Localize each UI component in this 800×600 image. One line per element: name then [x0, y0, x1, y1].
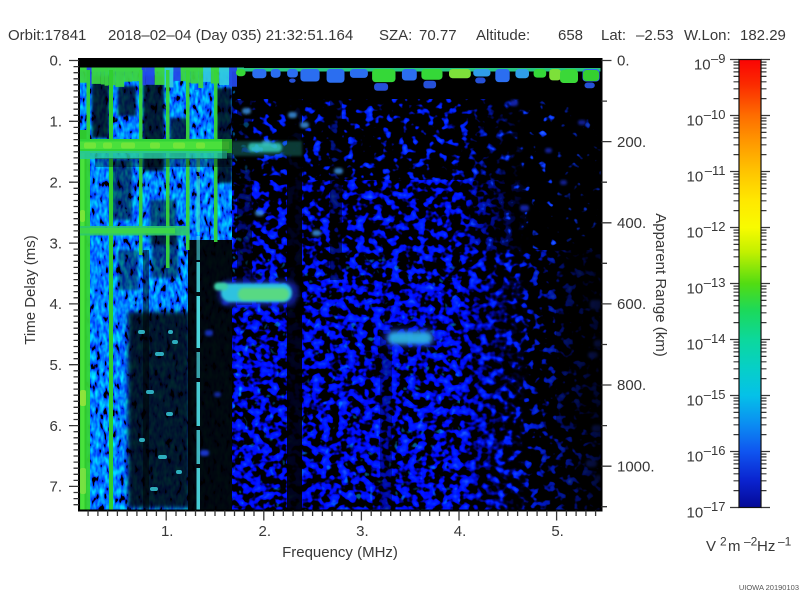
svg-text:0.: 0.: [49, 53, 62, 70]
svg-text:Hz: Hz: [757, 538, 775, 555]
svg-text:200.: 200.: [617, 134, 646, 151]
svg-text:m: m: [728, 538, 741, 555]
svg-text:–15: –15: [704, 387, 726, 402]
svg-text:5.: 5.: [551, 523, 564, 540]
svg-text:10: 10: [687, 281, 704, 298]
svg-text:2018–02–04 (Day 035) 21:32:51.: 2018–02–04 (Day 035) 21:32:51.164: [108, 27, 353, 44]
svg-text:0.: 0.: [617, 53, 630, 70]
svg-text:5.: 5.: [49, 357, 62, 374]
svg-text:–12: –12: [704, 219, 726, 234]
svg-text:2: 2: [720, 535, 727, 549]
svg-text:10: 10: [687, 225, 704, 242]
svg-text:–13: –13: [704, 275, 726, 290]
svg-text:600.: 600.: [617, 296, 646, 313]
svg-text:V: V: [706, 538, 716, 555]
svg-text:2.: 2.: [259, 523, 272, 540]
svg-text:10: 10: [687, 113, 704, 130]
svg-text:W.Lon:: W.Lon:: [684, 27, 731, 44]
svg-text:–9: –9: [711, 51, 725, 66]
svg-text:Altitude:: Altitude:: [476, 27, 530, 44]
svg-text:UIOWA 20190103: UIOWA 20190103: [739, 583, 799, 592]
svg-text:–2: –2: [744, 535, 758, 549]
svg-text:Orbit:17841: Orbit:17841: [8, 27, 86, 44]
svg-text:1.: 1.: [161, 523, 174, 540]
svg-text:400.: 400.: [617, 215, 646, 232]
svg-text:7.: 7.: [49, 479, 62, 496]
svg-text:10: 10: [687, 505, 704, 522]
svg-text:–1: –1: [778, 535, 792, 549]
svg-text:–17: –17: [704, 499, 726, 514]
svg-text:10: 10: [687, 169, 704, 186]
svg-text:10: 10: [687, 393, 704, 410]
svg-text:70.77: 70.77: [419, 27, 457, 44]
svg-text:3.: 3.: [49, 235, 62, 252]
svg-text:1.: 1.: [49, 114, 62, 131]
svg-text:Time Delay (ms): Time Delay (ms): [22, 235, 39, 344]
svg-text:–16: –16: [704, 443, 726, 458]
svg-text:1000.: 1000.: [617, 458, 655, 475]
svg-text:Frequency (MHz): Frequency (MHz): [282, 544, 398, 561]
svg-text:–10: –10: [704, 107, 726, 122]
svg-text:182.29: 182.29: [740, 27, 786, 44]
svg-text:Lat:: Lat:: [601, 27, 626, 44]
svg-text:2.: 2.: [49, 174, 62, 191]
svg-text:–2.53: –2.53: [636, 27, 674, 44]
svg-text:3.: 3.: [356, 523, 369, 540]
svg-text:4.: 4.: [454, 523, 467, 540]
svg-text:4.: 4.: [49, 296, 62, 313]
svg-text:10: 10: [687, 449, 704, 466]
svg-text:SZA:: SZA:: [379, 27, 412, 44]
svg-text:–11: –11: [705, 163, 726, 178]
svg-text:800.: 800.: [617, 377, 646, 394]
svg-text:10: 10: [687, 337, 704, 354]
svg-text:–14: –14: [704, 331, 726, 346]
svg-text:10: 10: [694, 57, 711, 74]
svg-text:Apparent Range (km): Apparent Range (km): [652, 213, 669, 356]
svg-text:6.: 6.: [49, 418, 62, 435]
svg-text:658: 658: [558, 27, 583, 44]
